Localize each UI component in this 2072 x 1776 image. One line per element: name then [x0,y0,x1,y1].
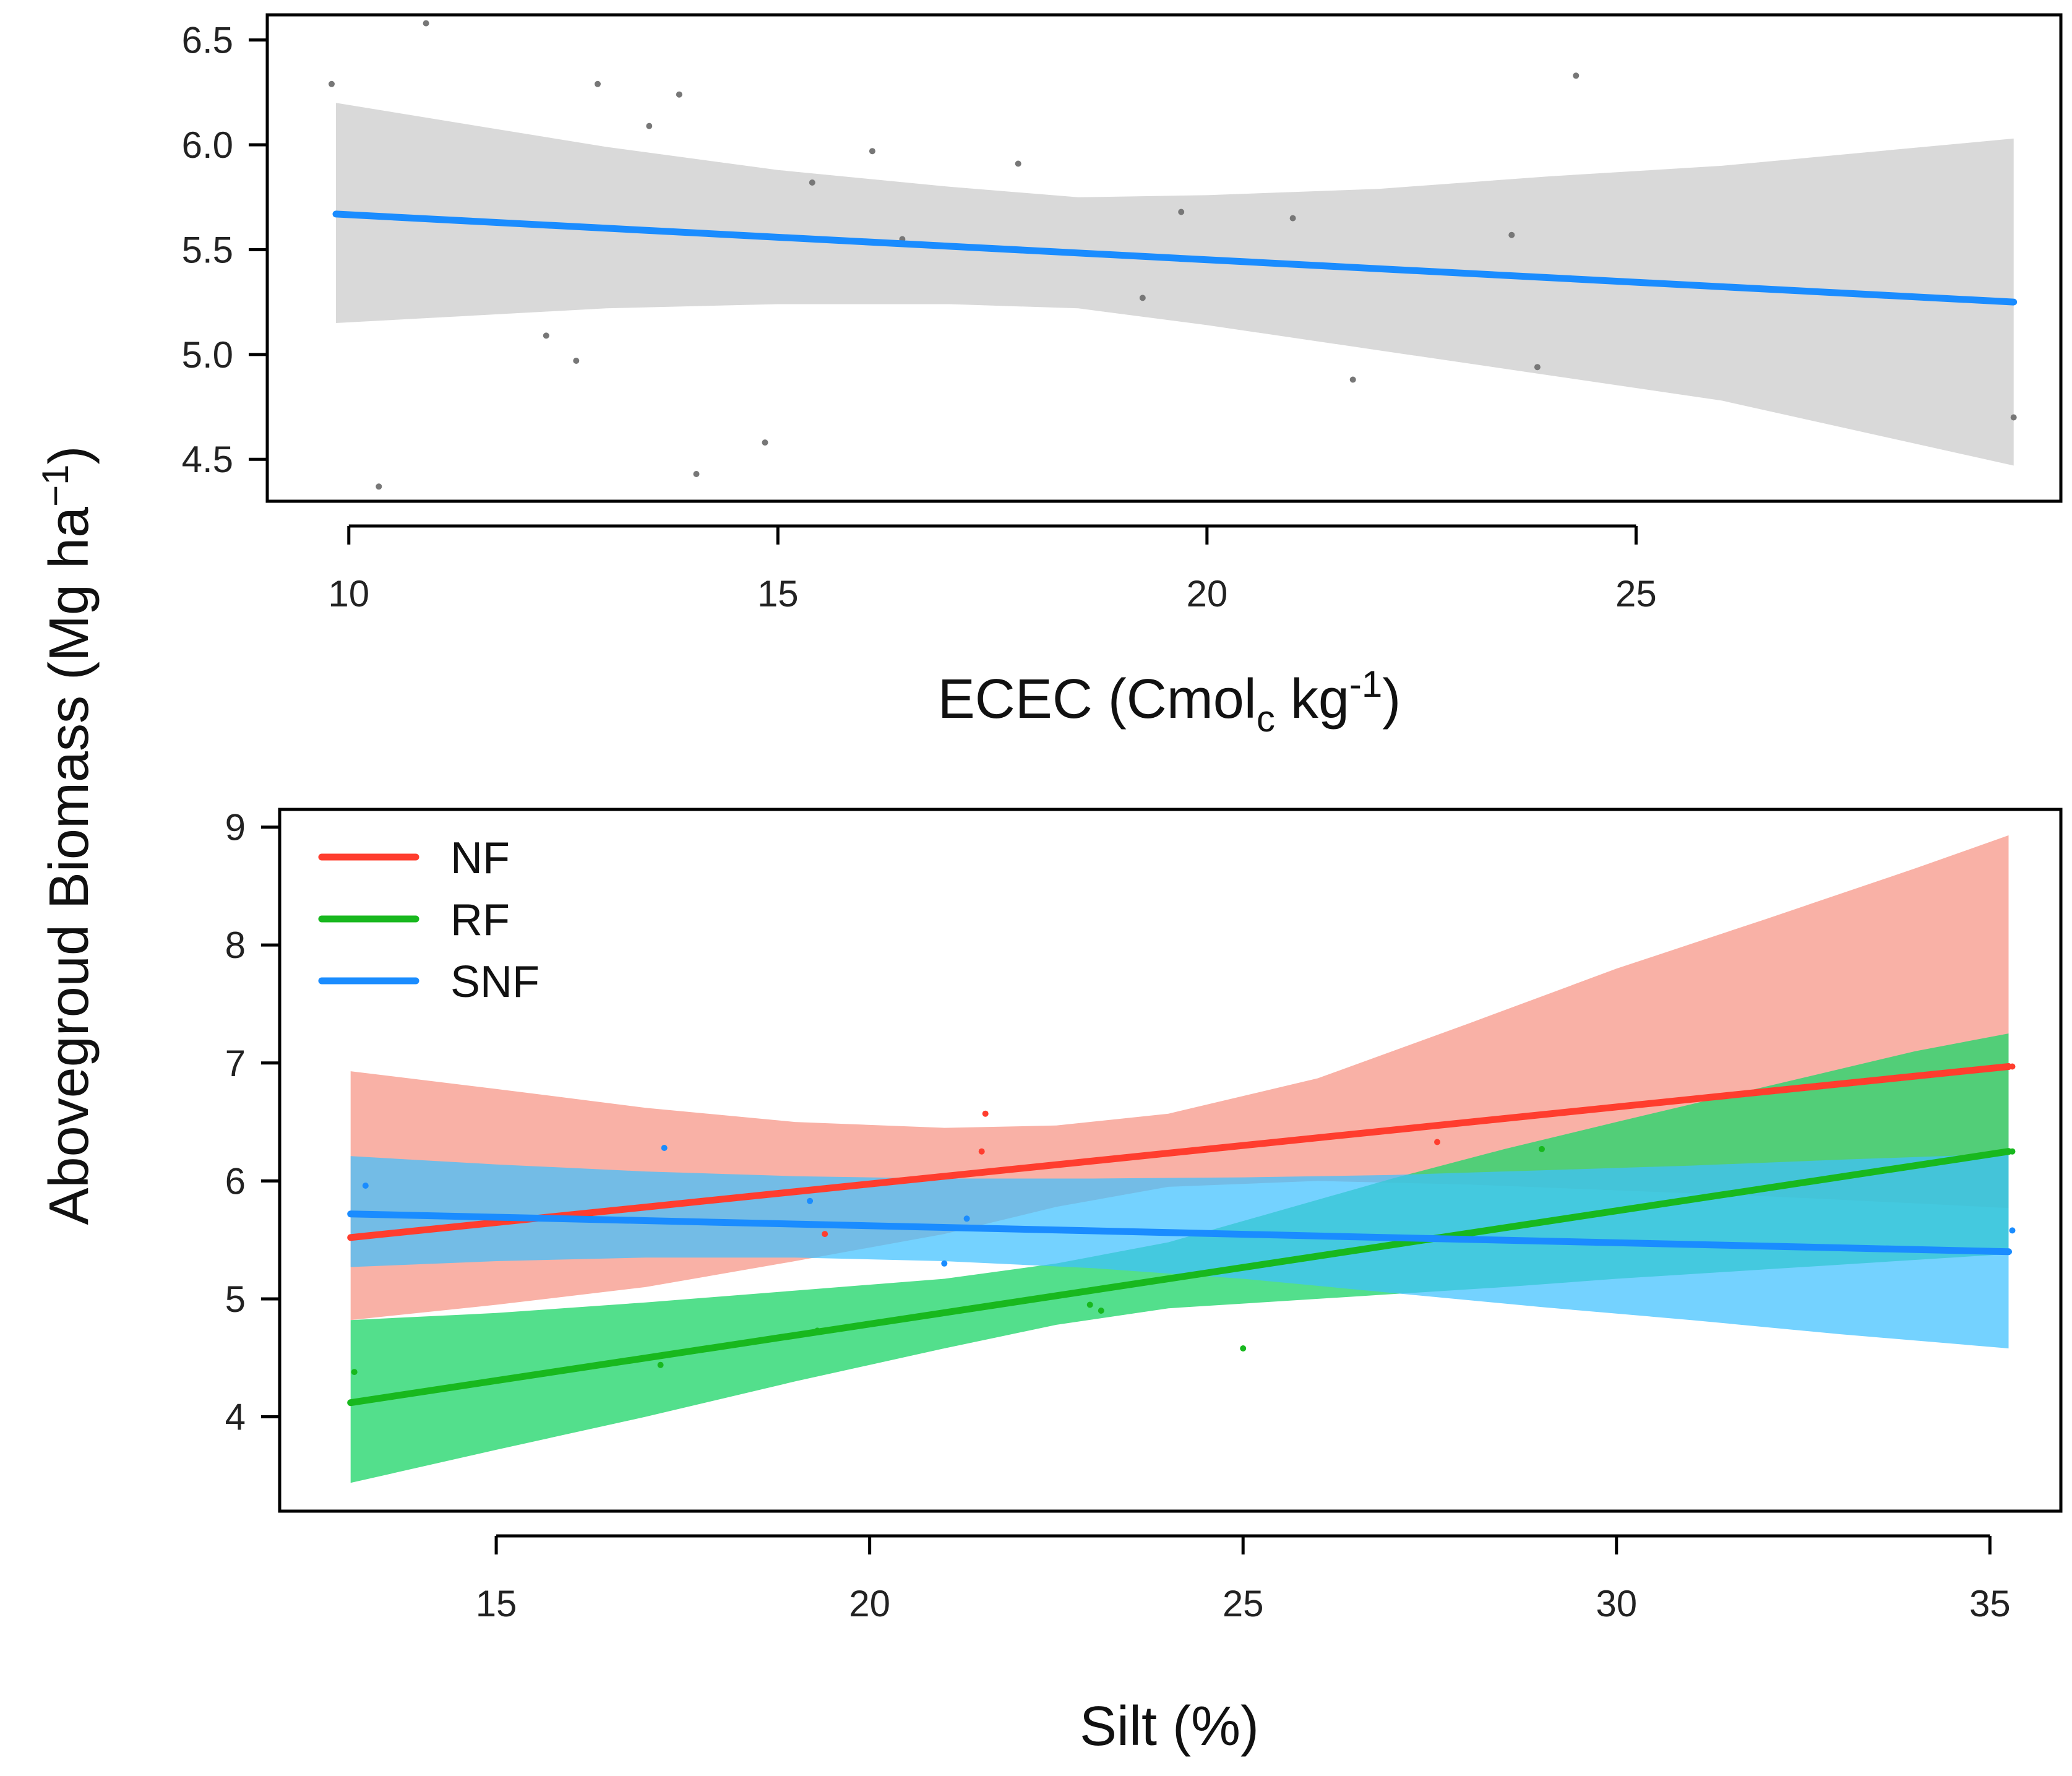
top-point-ecec [1289,215,1296,222]
y-axis-title-main: Abovegroud Biomass (Mg ha [38,506,100,1225]
bottom-point-nf [1434,1139,1440,1145]
top-point-ecec [1508,231,1515,238]
top-points [329,20,2017,490]
top-chart: 10 15 20 25 4.5 5.0 5.5 6.0 6.5 ECEC (Cmolc kg-1… [182,13,2063,739]
bottom-x-tick-label: 35 [1969,1583,2011,1624]
bottom-fit-line-snf [347,1210,2012,1256]
bottom-x-tick-label: 15 [476,1583,517,1624]
bottom-fit-lines [347,1063,2012,1407]
y-axis-title: Abovegroud Biomass (Mg ha−1) [35,446,100,1225]
top-point-ecec [423,20,429,27]
top-point-ecec [1178,209,1185,215]
bottom-x-tick-label: 30 [1596,1583,1637,1624]
bottom-x-tick-label: 20 [849,1583,890,1624]
top-point-ecec [646,123,653,129]
top-x-axis-title: ECEC (Cmolc kg-1) [938,663,1401,739]
top-point-ecec [676,91,682,98]
top-x-tick-label: 10 [328,573,369,614]
top-point-ecec [809,179,815,186]
top-fit-lines [332,210,2018,306]
top-ci-bands [336,103,2014,466]
top-point-ecec [1015,160,1021,167]
bottom-y-tick-label: 5 [225,1278,246,1320]
bottom-point-snf [941,1260,948,1267]
bottom-chart: 15 20 25 30 35 4 5 6 7 8 9 NF RF SNF Silt (%) [225,807,2063,1757]
bottom-ci-bands [350,835,2009,1483]
bottom-ci-band-snf [350,1153,2009,1348]
top-point-ecec [1139,295,1146,301]
bottom-y-tick-label: 8 [225,925,246,966]
top-point-ecec [329,80,335,87]
bottom-point-snf [963,1215,970,1222]
bottom-x-tick-label: 25 [1223,1583,1264,1624]
top-x-title-sup: -1 [1349,663,1382,705]
top-point-ecec [1534,364,1541,371]
top-x-tick-label: 15 [757,573,799,614]
bottom-fit-line-nf [347,1063,2012,1241]
bottom-x-axis-title: Silt (%) [1080,1696,1259,1757]
top-point-ecec [1349,376,1356,383]
top-axes: 10 15 20 25 4.5 5.0 5.5 6.0 6.5 [182,20,1657,614]
legend-label-nf: NF [450,834,510,883]
top-point-ecec [2010,414,2017,421]
legend-label-rf: RF [450,895,510,945]
bottom-y-tick-label: 6 [225,1160,246,1202]
bottom-point-rf [1098,1308,1104,1314]
top-x-title-sub: c [1257,698,1275,739]
top-point-ecec [595,80,601,87]
top-fit-line-ecec [332,210,2018,306]
top-x-tick-label: 20 [1186,573,1227,614]
top-x-title-close: ) [1382,668,1401,730]
bottom-legend: NF RF SNF [318,834,539,1007]
bottom-point-rf [1086,1301,1093,1308]
bottom-point-nf [978,1148,985,1155]
bottom-axes: 15 20 25 30 35 4 5 6 7 8 9 [225,807,2011,1624]
bottom-point-snf [807,1197,814,1204]
top-point-ecec [376,483,382,490]
bottom-fit-line-rf [347,1148,2012,1407]
top-x-title-mid: kg [1275,668,1349,730]
bottom-point-snf [661,1145,668,1151]
bottom-y-tick-label: 4 [225,1397,246,1438]
top-point-ecec [543,332,549,339]
bottom-y-tick-label: 9 [225,807,246,848]
top-point-ecec [573,358,580,364]
top-y-tick-label: 6.0 [182,124,233,166]
top-y-tick-label: 6.5 [182,20,233,61]
top-point-ecec [693,471,700,477]
top-ci-band-ecec [336,103,2014,466]
bottom-point-rf [351,1369,358,1376]
legend-label-snf: SNF [450,957,539,1007]
bottom-point-rf [657,1361,664,1368]
bottom-point-snf [362,1183,369,1189]
y-axis-title-sup: −1 [35,464,76,506]
top-x-tick-label: 25 [1615,573,1657,614]
top-y-tick-label: 5.5 [182,229,233,270]
y-axis-title-close: ) [38,446,100,464]
top-point-ecec [1573,72,1580,79]
top-y-tick-label: 4.5 [182,439,233,480]
bottom-point-snf [2009,1227,2016,1234]
bottom-point-nf [982,1110,989,1117]
top-point-ecec [869,148,875,155]
bottom-point-rf [1539,1145,1545,1152]
top-y-tick-label: 5.0 [182,334,233,376]
top-x-title-main: ECEC (Cmol [938,668,1257,730]
bottom-point-rf [1240,1345,1247,1351]
bottom-y-tick-label: 7 [225,1043,246,1084]
bottom-point-nf [822,1231,828,1238]
top-point-ecec [762,439,768,446]
